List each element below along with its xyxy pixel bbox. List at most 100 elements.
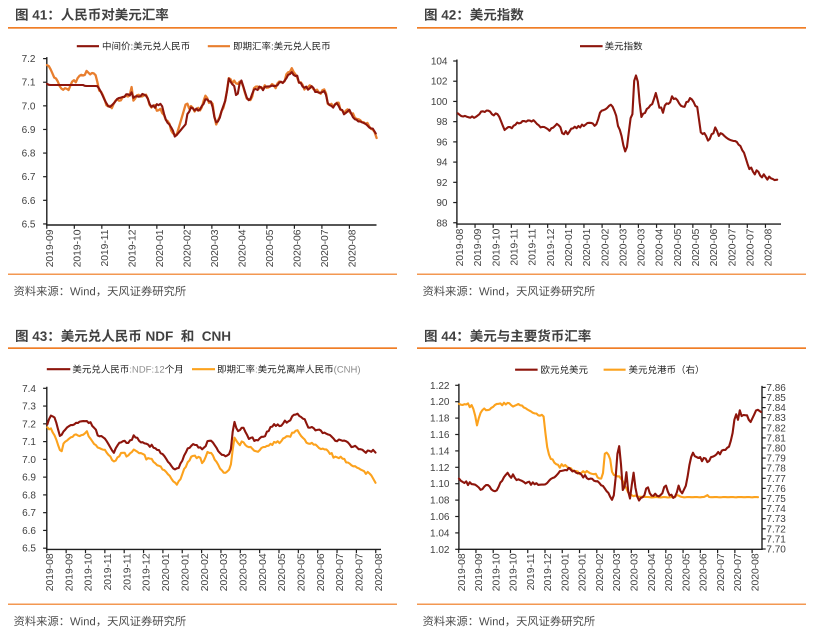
svg-text:2019-12: 2019-12 bbox=[142, 553, 153, 591]
svg-text:7.84: 7.84 bbox=[766, 403, 786, 414]
svg-text:2020-04: 2020-04 bbox=[647, 553, 658, 591]
svg-text:1.14: 1.14 bbox=[430, 446, 450, 457]
svg-text:2019-11: 2019-11 bbox=[100, 229, 111, 266]
svg-text:94: 94 bbox=[436, 158, 448, 169]
svg-text:7.73: 7.73 bbox=[766, 514, 786, 525]
svg-text:6.6: 6.6 bbox=[22, 526, 36, 537]
svg-text:104: 104 bbox=[431, 57, 448, 68]
svg-text:2020-02: 2020-02 bbox=[595, 553, 606, 591]
svg-text:2020-08: 2020-08 bbox=[750, 553, 761, 591]
svg-text:7.76: 7.76 bbox=[766, 484, 786, 495]
svg-text:2019-11: 2019-11 bbox=[122, 553, 133, 590]
svg-text:7.0: 7.0 bbox=[22, 455, 36, 466]
svg-text:2020-05: 2020-05 bbox=[277, 553, 288, 591]
svg-text:1.08: 1.08 bbox=[430, 496, 450, 507]
svg-text:2020-04: 2020-04 bbox=[238, 229, 249, 267]
svg-text:2019-10: 2019-10 bbox=[491, 553, 502, 591]
svg-text:2020-05: 2020-05 bbox=[691, 228, 702, 266]
svg-text:2019-10: 2019-10 bbox=[73, 229, 84, 267]
svg-text:6.9: 6.9 bbox=[22, 125, 36, 136]
svg-text:92: 92 bbox=[436, 178, 448, 189]
svg-text:2020-01: 2020-01 bbox=[155, 229, 166, 267]
svg-text:2020-06: 2020-06 bbox=[699, 553, 710, 591]
svg-text:2019-10: 2019-10 bbox=[491, 228, 502, 266]
svg-text:2020-06: 2020-06 bbox=[709, 228, 720, 266]
svg-text:1.20: 1.20 bbox=[430, 397, 450, 408]
svg-text:2020-07: 2020-07 bbox=[320, 229, 331, 267]
svg-text:7.78: 7.78 bbox=[766, 464, 786, 475]
svg-text:2020-07: 2020-07 bbox=[716, 553, 727, 591]
svg-text:2019-11: 2019-11 bbox=[526, 553, 537, 590]
svg-text:2020-07: 2020-07 bbox=[335, 553, 346, 591]
svg-text:7.70: 7.70 bbox=[766, 545, 786, 556]
svg-text:2020-03: 2020-03 bbox=[618, 228, 629, 266]
svg-text:2020-03: 2020-03 bbox=[210, 229, 221, 267]
svg-text:100: 100 bbox=[431, 97, 448, 108]
svg-text:7.83: 7.83 bbox=[766, 413, 786, 424]
svg-text:2019-11: 2019-11 bbox=[103, 553, 114, 590]
svg-text:2020-01: 2020-01 bbox=[560, 553, 571, 591]
svg-text:2020-02: 2020-02 bbox=[600, 228, 611, 266]
svg-text:6.5: 6.5 bbox=[22, 219, 36, 230]
svg-text:6.6: 6.6 bbox=[22, 196, 36, 207]
svg-text:7.77: 7.77 bbox=[766, 474, 786, 485]
svg-text:2019-09: 2019-09 bbox=[473, 228, 484, 266]
svg-text:2019-09: 2019-09 bbox=[474, 553, 485, 591]
svg-text:2020-08: 2020-08 bbox=[374, 553, 385, 591]
svg-text:2019-12: 2019-12 bbox=[128, 229, 139, 267]
svg-text:2019-09: 2019-09 bbox=[64, 553, 75, 591]
svg-text:2020-04: 2020-04 bbox=[258, 553, 269, 591]
svg-text:2020-05: 2020-05 bbox=[664, 553, 675, 591]
svg-text:1.10: 1.10 bbox=[430, 479, 450, 490]
svg-text:2020-07: 2020-07 bbox=[355, 553, 366, 591]
svg-text:2020-01: 2020-01 bbox=[180, 553, 191, 591]
svg-text:1.02: 1.02 bbox=[430, 545, 450, 556]
svg-text:6.7: 6.7 bbox=[22, 508, 36, 519]
svg-text:88: 88 bbox=[436, 218, 448, 229]
svg-text:2019-11: 2019-11 bbox=[510, 228, 521, 265]
svg-text:7.72: 7.72 bbox=[766, 524, 786, 535]
svg-text:2020-02: 2020-02 bbox=[183, 229, 194, 267]
svg-text:7.2: 7.2 bbox=[22, 54, 36, 65]
svg-text:6.7: 6.7 bbox=[22, 172, 36, 183]
svg-text:7.86: 7.86 bbox=[766, 383, 786, 394]
svg-text:2019-10: 2019-10 bbox=[84, 553, 95, 591]
svg-text:2020-06: 2020-06 bbox=[316, 553, 327, 591]
svg-text:7.80: 7.80 bbox=[766, 444, 786, 455]
svg-text:2019-09: 2019-09 bbox=[45, 229, 56, 267]
svg-text:2020-01: 2020-01 bbox=[582, 228, 593, 266]
svg-text:6.8: 6.8 bbox=[22, 149, 36, 160]
svg-text:7.85: 7.85 bbox=[766, 393, 786, 404]
svg-text:1.16: 1.16 bbox=[430, 430, 450, 441]
svg-text:2020-05: 2020-05 bbox=[265, 229, 276, 267]
svg-text:2020-07: 2020-07 bbox=[746, 228, 757, 266]
svg-text:2019-08: 2019-08 bbox=[455, 228, 466, 266]
svg-text:7.3: 7.3 bbox=[22, 402, 36, 413]
svg-text:6.8: 6.8 bbox=[22, 490, 36, 501]
svg-text:7.71: 7.71 bbox=[766, 534, 786, 545]
svg-text:96: 96 bbox=[436, 137, 448, 148]
svg-text:102: 102 bbox=[431, 77, 448, 88]
svg-text:2020-08: 2020-08 bbox=[348, 229, 359, 267]
svg-text:2020-01: 2020-01 bbox=[564, 228, 575, 266]
svg-text:2019-12: 2019-12 bbox=[546, 228, 557, 266]
svg-text:1.04: 1.04 bbox=[430, 528, 450, 539]
svg-text:2020-01: 2020-01 bbox=[161, 553, 172, 591]
svg-text:2020-04: 2020-04 bbox=[655, 228, 666, 266]
svg-text:90: 90 bbox=[436, 198, 448, 209]
svg-text:7.4: 7.4 bbox=[22, 384, 36, 395]
svg-text:2020-05: 2020-05 bbox=[673, 228, 684, 266]
svg-text:7.74: 7.74 bbox=[766, 504, 786, 515]
svg-text:7.1: 7.1 bbox=[22, 437, 36, 448]
svg-text:2019-11: 2019-11 bbox=[528, 228, 539, 265]
svg-text:1.06: 1.06 bbox=[430, 512, 450, 523]
svg-text:2020-07: 2020-07 bbox=[733, 553, 744, 591]
svg-text:2020-07: 2020-07 bbox=[727, 228, 738, 266]
svg-text:7.75: 7.75 bbox=[766, 494, 786, 505]
svg-text:2020-01: 2020-01 bbox=[578, 553, 589, 591]
svg-text:2020-05: 2020-05 bbox=[297, 553, 308, 591]
svg-text:98: 98 bbox=[436, 117, 448, 128]
svg-text:2020-03: 2020-03 bbox=[239, 553, 250, 591]
svg-text:2020-03: 2020-03 bbox=[630, 553, 641, 591]
svg-text:2019-08: 2019-08 bbox=[45, 553, 56, 591]
